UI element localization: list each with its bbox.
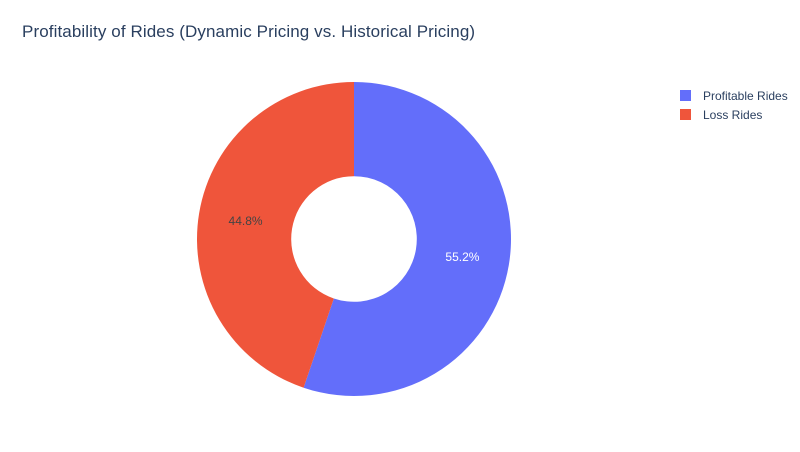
slice-label-loss-rides: 44.8% [229,214,263,228]
legend-label: Loss Rides [703,108,762,122]
slice-loss-rides[interactable] [196,82,354,388]
slice-label-profitable-rides: 55.2% [445,250,479,264]
chart-title: Profitability of Rides (Dynamic Pricing … [22,22,476,41]
legend-swatch [680,90,691,101]
legend-label: Profitable Rides [703,89,788,103]
legend-swatch [680,109,691,120]
legend-item-profitable-rides[interactable]: Profitable Rides [680,89,788,103]
slice-profitable-rides[interactable] [303,82,511,396]
legend-item-loss-rides[interactable]: Loss Rides [680,108,762,122]
